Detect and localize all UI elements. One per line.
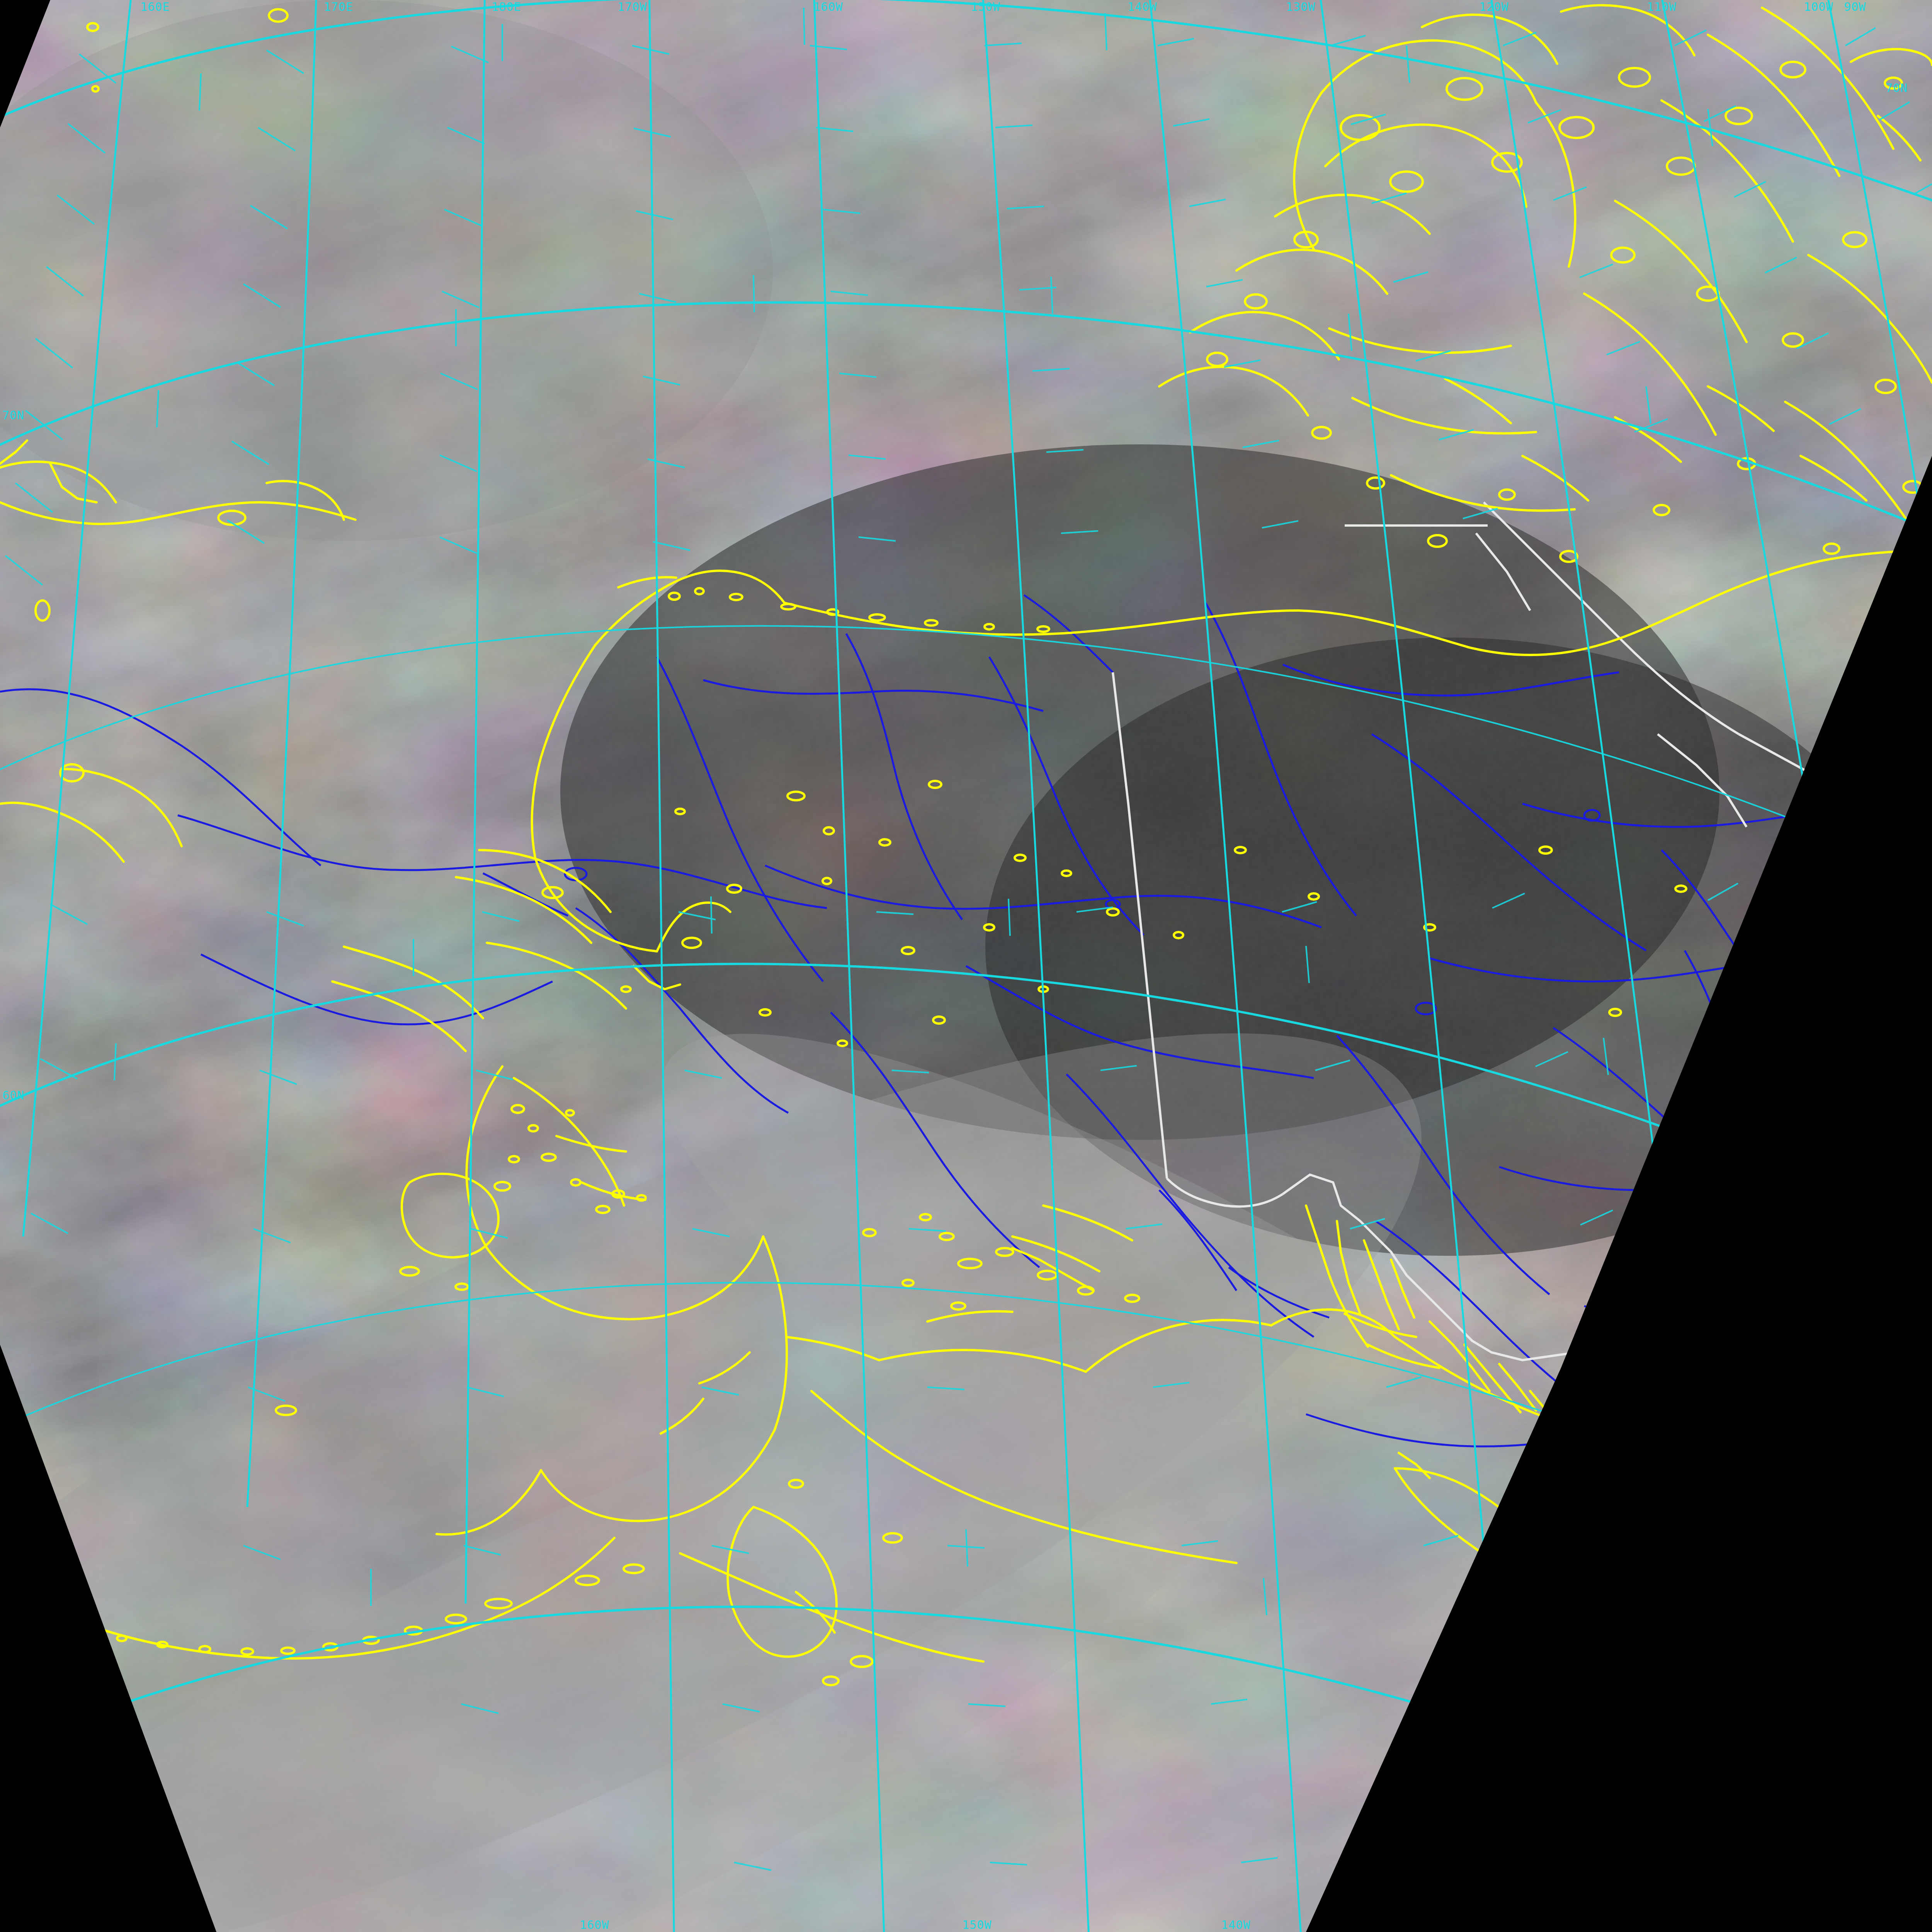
- label-lon-top-7: 130W: [1286, 0, 1315, 14]
- label-lon-top-5: 150W: [971, 0, 1000, 14]
- label-lat-left-0: 70N: [2, 408, 24, 422]
- label-lat-right-0: 70N: [1886, 81, 1908, 95]
- label-lon-top-2: 180E: [492, 0, 521, 14]
- label-lon-top-6: 140W: [1128, 0, 1157, 14]
- label-lon-top-0: 160E: [140, 0, 170, 14]
- satellite-scene: 150E 160E 170E 180E 170W 160W 150W 140W …: [0, 0, 1932, 1932]
- label-lon-bottom-3: 140W: [1221, 1918, 1250, 1932]
- label-lon-top-4: 160W: [813, 0, 843, 14]
- label-lon-top-11: 100W: [1804, 0, 1833, 14]
- label-lon-top-9: 120W: [1479, 0, 1509, 14]
- label-lon-bottom-1: 160W: [580, 1918, 609, 1932]
- label-lon-bottom-2: 150W: [962, 1918, 992, 1932]
- label-lon-top-10: 110W: [1647, 0, 1676, 14]
- label-lon-top-1: 170E: [324, 0, 353, 14]
- label-lon-top-3: 170W: [617, 0, 647, 14]
- label-lat-left-1: 60N: [2, 1088, 24, 1102]
- satellite-image-canvas: 150E 160E 170E 180E 170W 160W 150W 140W …: [0, 0, 1932, 1932]
- label-lon-top-12: 90W: [1844, 0, 1866, 14]
